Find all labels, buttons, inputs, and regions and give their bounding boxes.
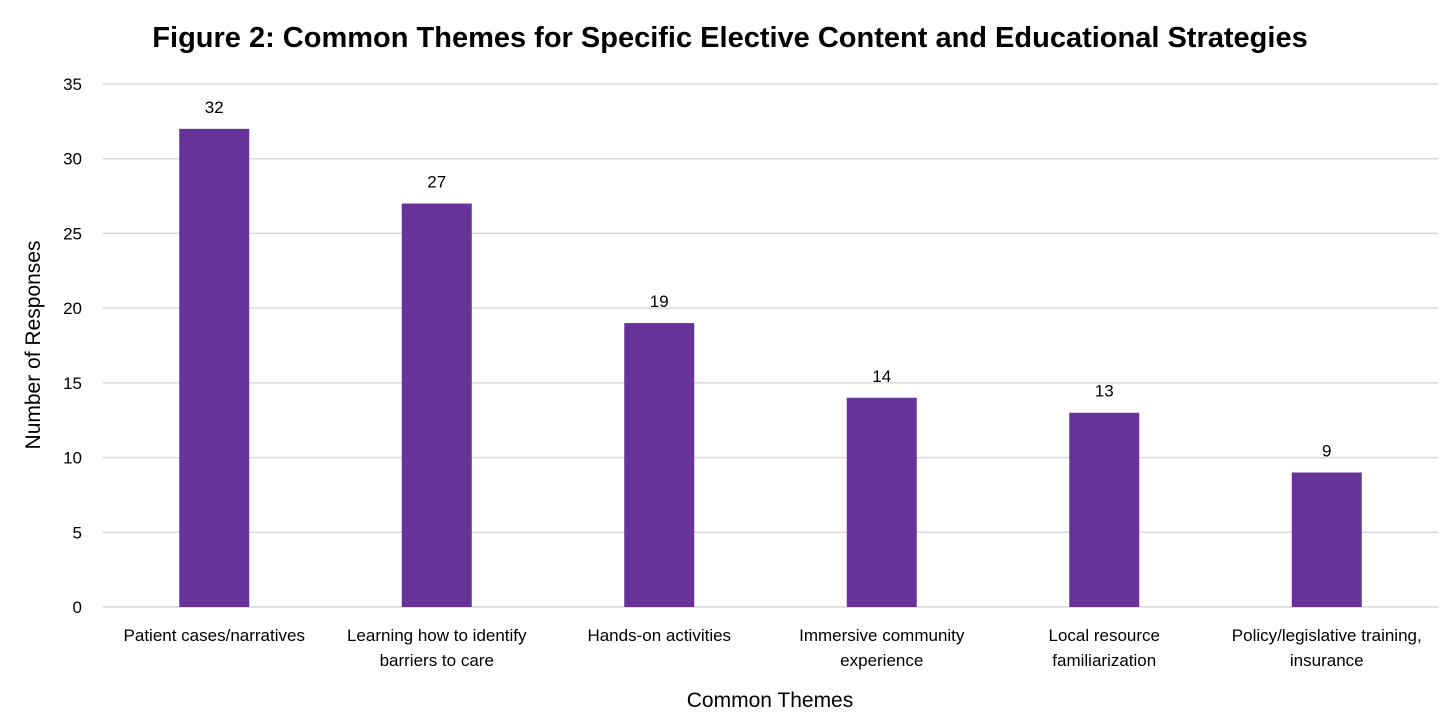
x-axis-title: Common Themes (687, 689, 854, 712)
y-tick-label: 25 (63, 224, 82, 243)
x-axis-categories: Patient cases/narratives Learning how to … (124, 626, 1422, 670)
x-tick-label-line: Local resource (1048, 626, 1160, 645)
x-tick-label-line: Policy/legislative training, (1232, 626, 1422, 645)
y-axis-title: Number of Responses (22, 241, 45, 450)
bar (624, 323, 695, 607)
y-tick-label: 20 (63, 299, 82, 318)
x-tick-label-line: Hands-on activities (587, 626, 731, 645)
bar-value-label: 9 (1322, 442, 1331, 461)
x-tick-label: Local resource familiarization (1048, 626, 1160, 670)
gridlines (103, 83, 1438, 608)
x-tick-label: Policy/legislative training, insurance (1232, 626, 1422, 670)
x-tick-label-line: experience (840, 651, 923, 670)
bar-value-label: 19 (650, 292, 669, 311)
bars (179, 128, 1362, 608)
y-axis-ticks: 0 5 10 15 20 25 30 35 (63, 75, 82, 617)
y-tick-label: 35 (63, 75, 82, 94)
x-tick-label-line: familiarization (1052, 651, 1156, 670)
x-tick-label: Immersive community experience (799, 626, 965, 670)
data-labels: 32 27 19 14 13 9 (205, 98, 1332, 461)
x-tick-label: Patient cases/narratives (124, 626, 305, 645)
x-tick-label: Hands-on activities (587, 626, 731, 645)
x-tick-label: Learning how to identify barriers to care (347, 626, 527, 670)
bar (179, 128, 250, 608)
bar-value-label: 27 (427, 173, 446, 192)
bar-value-label: 13 (1095, 382, 1114, 401)
chart-title: Figure 2: Common Themes for Specific Ele… (152, 22, 1307, 54)
y-tick-label: 10 (63, 449, 82, 468)
x-tick-label-line: Learning how to identify (347, 626, 527, 645)
bar-value-label: 14 (872, 367, 891, 386)
y-tick-label: 15 (63, 374, 82, 393)
bar (401, 203, 472, 608)
x-tick-label-line: barriers to care (380, 651, 494, 670)
x-tick-label-line: Patient cases/narratives (124, 626, 305, 645)
x-tick-label-line: Immersive community (799, 626, 965, 645)
bar-value-label: 32 (205, 98, 224, 117)
bar (1069, 412, 1140, 607)
y-tick-label: 0 (73, 598, 82, 617)
bar (846, 397, 917, 607)
y-tick-label: 5 (73, 523, 82, 542)
bar (1291, 472, 1362, 607)
x-tick-label-line: insurance (1290, 651, 1364, 670)
y-tick-label: 30 (63, 150, 82, 169)
